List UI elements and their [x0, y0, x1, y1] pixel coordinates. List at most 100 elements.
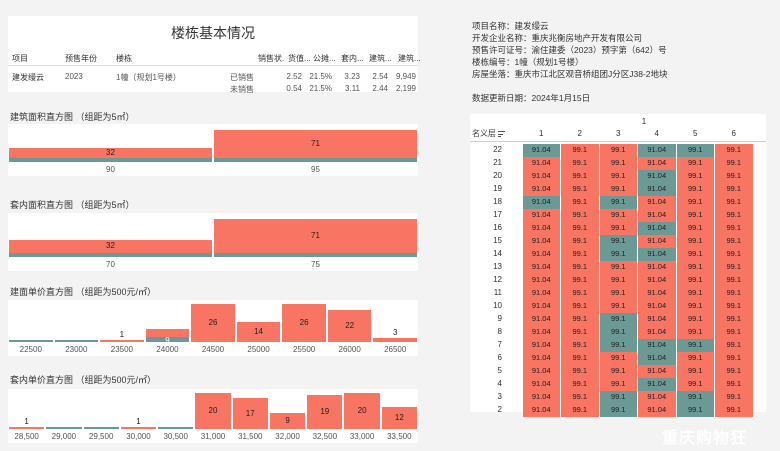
grid-unit-cell[interactable]: 99.1 [599, 261, 637, 274]
grid-unit-cell[interactable]: 99.1 [599, 339, 637, 352]
grid-unit-cell[interactable]: 99.1 [676, 196, 714, 209]
grid-unit-cell[interactable]: 99.1 [599, 352, 637, 365]
grid-unit-cell[interactable]: 99.1 [599, 222, 637, 235]
grid-unit-cell[interactable]: 99.1 [676, 391, 714, 404]
grid-unit-cell[interactable]: 99.1 [561, 144, 599, 157]
grid-unit-cell[interactable]: 91.04 [638, 339, 676, 352]
grid-unit-cell[interactable]: 99.1 [561, 365, 599, 378]
grid-unit-cell[interactable]: 99.1 [715, 365, 753, 378]
grid-unit-cell[interactable]: 99.1 [676, 352, 714, 365]
grid-unit-cell[interactable]: 99.1 [715, 274, 753, 287]
grid-unit-cell[interactable]: 91.04 [522, 209, 560, 222]
grid-unit-cell[interactable]: 91.04 [522, 300, 560, 313]
grid-unit-cell[interactable]: 91.04 [638, 144, 676, 157]
grid-unit-cell[interactable]: 99.1 [599, 274, 637, 287]
grid-unit-cell[interactable]: 99.1 [715, 183, 753, 196]
grid-unit-cell[interactable]: 99.1 [599, 300, 637, 313]
grid-unit-cell[interactable]: 99.1 [599, 313, 637, 326]
grid-unit-cell[interactable]: 99.1 [561, 157, 599, 170]
grid-unit-cell[interactable]: 99.1 [715, 248, 753, 261]
grid-unit-cell[interactable]: 99.1 [599, 170, 637, 183]
grid-unit-cell[interactable]: 91.04 [522, 287, 560, 300]
grid-unit-cell[interactable]: 91.04 [522, 404, 560, 417]
grid-unit-cell[interactable]: 99.1 [676, 222, 714, 235]
grid-unit-cell[interactable]: 99.1 [676, 378, 714, 391]
grid-unit-cell[interactable]: 99.1 [715, 404, 753, 417]
grid-unit-cell[interactable]: 91.04 [638, 287, 676, 300]
grid-row-header[interactable]: 名义层 [472, 128, 518, 139]
grid-unit-cell[interactable]: 91.04 [522, 326, 560, 339]
grid-unit-cell[interactable]: 91.04 [522, 274, 560, 287]
grid-unit-cell[interactable]: 91.04 [638, 365, 676, 378]
grid-unit-cell[interactable]: 99.1 [561, 339, 599, 352]
grid-unit-cell[interactable]: 91.04 [638, 261, 676, 274]
grid-unit-cell[interactable]: 99.1 [676, 157, 714, 170]
grid-unit-cell[interactable]: 99.1 [599, 196, 637, 209]
grid-unit-cell[interactable]: 99.1 [715, 261, 753, 274]
grid-unit-cell[interactable]: 99.1 [599, 391, 637, 404]
grid-unit-cell[interactable]: 99.1 [561, 300, 599, 313]
grid-unit-cell[interactable]: 91.04 [522, 391, 560, 404]
grid-unit-cell[interactable]: 99.1 [676, 326, 714, 339]
grid-unit-cell[interactable]: 91.04 [522, 365, 560, 378]
grid-unit-cell[interactable]: 91.04 [522, 261, 560, 274]
grid-unit-cell[interactable]: 91.04 [638, 183, 676, 196]
grid-unit-cell[interactable]: 99.1 [599, 404, 637, 417]
grid-unit-cell[interactable]: 91.04 [638, 222, 676, 235]
grid-unit-cell[interactable]: 91.04 [638, 235, 676, 248]
grid-unit-cell[interactable]: 91.04 [522, 339, 560, 352]
grid-unit-cell[interactable]: 99.1 [561, 183, 599, 196]
grid-unit-cell[interactable]: 91.04 [638, 378, 676, 391]
grid-unit-cell[interactable]: 99.1 [561, 313, 599, 326]
grid-unit-cell[interactable]: 99.1 [715, 326, 753, 339]
grid-unit-cell[interactable]: 91.04 [522, 170, 560, 183]
grid-unit-cell[interactable]: 99.1 [561, 248, 599, 261]
grid-unit-cell[interactable]: 91.04 [522, 235, 560, 248]
grid-unit-cell[interactable]: 91.04 [638, 157, 676, 170]
grid-unit-cell[interactable]: 91.04 [522, 157, 560, 170]
grid-unit-cell[interactable]: 91.04 [638, 313, 676, 326]
grid-unit-cell[interactable]: 91.04 [522, 144, 560, 157]
grid-unit-cell[interactable]: 99.1 [599, 144, 637, 157]
grid-unit-cell[interactable]: 99.1 [599, 235, 637, 248]
grid-unit-cell[interactable]: 99.1 [715, 222, 753, 235]
grid-unit-cell[interactable]: 99.1 [599, 157, 637, 170]
grid-unit-cell[interactable]: 99.1 [715, 287, 753, 300]
grid-unit-cell[interactable]: 99.1 [561, 209, 599, 222]
grid-unit-cell[interactable]: 91.04 [638, 352, 676, 365]
grid-unit-cell[interactable]: 91.04 [638, 209, 676, 222]
grid-unit-cell[interactable]: 99.1 [715, 391, 753, 404]
grid-unit-cell[interactable]: 99.1 [561, 352, 599, 365]
grid-unit-cell[interactable]: 99.1 [676, 365, 714, 378]
grid-unit-cell[interactable]: 91.04 [522, 222, 560, 235]
grid-unit-cell[interactable]: 99.1 [676, 339, 714, 352]
grid-unit-cell[interactable]: 91.04 [638, 391, 676, 404]
grid-unit-cell[interactable]: 99.1 [715, 170, 753, 183]
grid-unit-cell[interactable]: 99.1 [599, 209, 637, 222]
grid-unit-cell[interactable]: 91.04 [638, 326, 676, 339]
grid-unit-cell[interactable]: 99.1 [715, 313, 753, 326]
grid-unit-cell[interactable]: 99.1 [676, 261, 714, 274]
grid-unit-cell[interactable]: 99.1 [561, 274, 599, 287]
grid-unit-cell[interactable]: 99.1 [599, 183, 637, 196]
sort-icon[interactable] [498, 131, 505, 137]
grid-unit-cell[interactable]: 99.1 [599, 326, 637, 339]
grid-unit-cell[interactable]: 99.1 [561, 170, 599, 183]
grid-unit-cell[interactable]: 99.1 [715, 300, 753, 313]
grid-unit-cell[interactable]: 91.04 [522, 313, 560, 326]
grid-unit-cell[interactable]: 99.1 [599, 287, 637, 300]
grid-unit-cell[interactable]: 99.1 [715, 209, 753, 222]
grid-unit-cell[interactable]: 91.04 [638, 300, 676, 313]
grid-unit-cell[interactable]: 99.1 [676, 313, 714, 326]
grid-unit-cell[interactable]: 99.1 [676, 235, 714, 248]
grid-unit-cell[interactable]: 99.1 [715, 378, 753, 391]
grid-unit-cell[interactable]: 99.1 [561, 326, 599, 339]
grid-unit-cell[interactable]: 99.1 [715, 157, 753, 170]
grid-unit-cell[interactable]: 99.1 [676, 209, 714, 222]
grid-unit-cell[interactable]: 91.04 [522, 378, 560, 391]
grid-unit-cell[interactable]: 99.1 [561, 222, 599, 235]
grid-unit-cell[interactable]: 99.1 [599, 378, 637, 391]
grid-unit-cell[interactable]: 99.1 [561, 404, 599, 417]
grid-unit-cell[interactable]: 91.04 [638, 248, 676, 261]
grid-unit-cell[interactable]: 99.1 [676, 404, 714, 417]
